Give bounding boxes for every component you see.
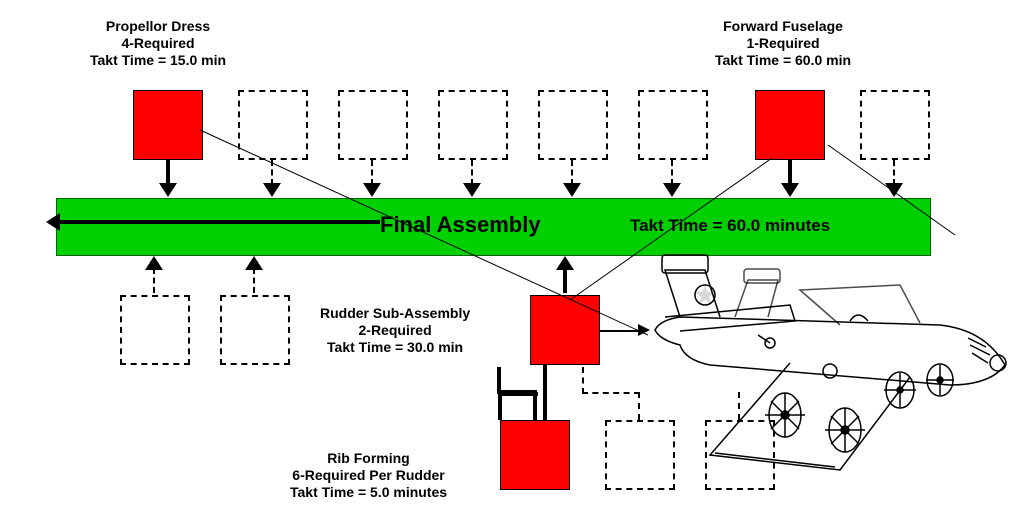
airplane-icon — [640, 235, 1020, 515]
